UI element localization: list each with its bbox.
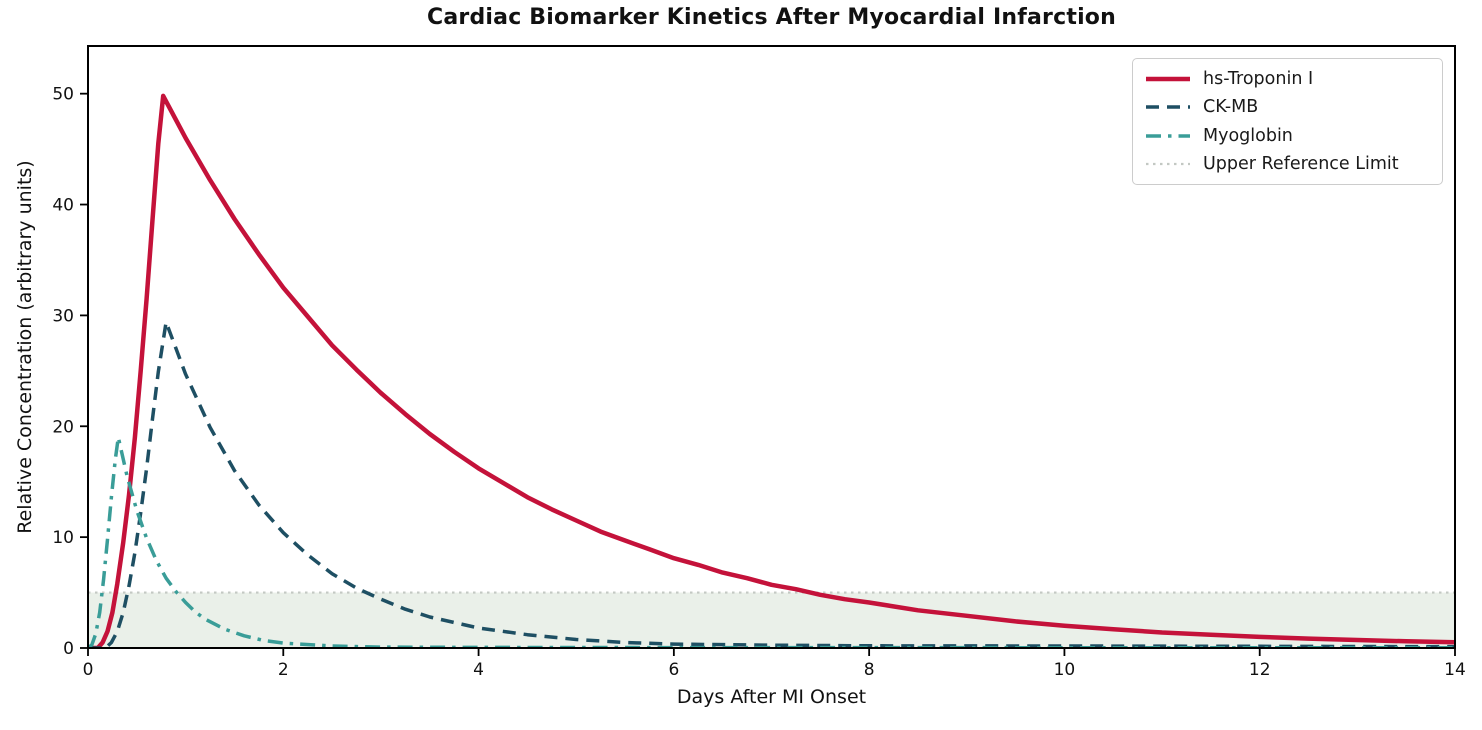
ckmb-curve [88,320,1455,648]
x-axis-label: Days After MI Onset [676,686,867,708]
x-tick-label: 2 [278,660,289,680]
legend-item-myoglobin: Myoglobin [1145,126,1430,146]
legend-label-myoglobin: Myoglobin [1203,125,1293,146]
y-tick-label: 30 [52,306,74,326]
y-axis-label: Relative Concentration (arbitrary units) [14,160,36,534]
plot-frame [87,45,1456,649]
y-tick-label: 20 [52,417,74,437]
myoglobin-curve [88,435,1455,648]
x-tick-label: 8 [864,660,875,680]
x-tick-label: 12 [1249,660,1271,680]
reference-band [88,592,1455,648]
legend-item-reference-limit: Upper Reference Limit [1145,154,1430,174]
ckmb-line-sample-icon [1146,105,1190,110]
troponin-line-sample-icon [1146,76,1190,82]
chart-title: Cardiac Biomarker Kinetics After Myocard… [427,5,1116,30]
x-tick-label: 4 [473,660,484,680]
x-tick-label: 6 [668,660,679,680]
reference-line-sample-icon [1146,162,1190,165]
legend: hs-Troponin I CK-MB Myoglobin Upper Refe… [1132,58,1443,185]
legend-label-ckmb: CK-MB [1203,97,1259,118]
y-tick-label: 50 [52,85,74,105]
x-tick-label: 10 [1054,660,1076,680]
troponin-curve [88,93,1455,648]
x-tick-label: 14 [1444,660,1466,680]
y-tick-label: 10 [52,528,74,548]
legend-item-ckmb: CK-MB [1145,97,1430,117]
myoglobin-line-sample-icon [1146,133,1190,138]
x-tick-label: 0 [83,660,94,680]
y-tick-label: 0 [63,639,74,659]
legend-item-troponin: hs-Troponin I [1145,69,1430,89]
y-tick-label: 40 [52,196,74,216]
legend-label-troponin: hs-Troponin I [1203,69,1314,90]
legend-label-reference-limit: Upper Reference Limit [1203,153,1399,174]
